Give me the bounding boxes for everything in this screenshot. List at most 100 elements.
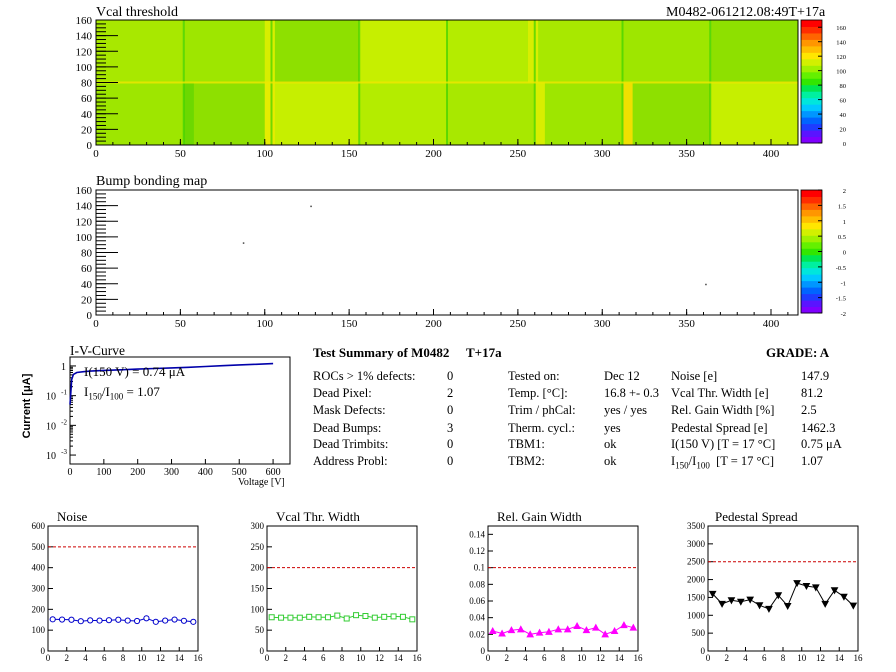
gain-width-y-tick-label: 0.12 <box>469 546 485 556</box>
scale-tick-label: 140 <box>836 40 846 47</box>
pedestal-point <box>849 602 858 610</box>
color-scale-band <box>801 202 822 210</box>
noise-point <box>115 616 122 623</box>
pedestal-point <box>774 592 783 600</box>
pedestal-chart: 0 2 4 6 8 10 12 14 16 0 500 1000 1500 2000 2500 3000 350… <box>687 521 863 663</box>
gain-width-point <box>507 626 516 634</box>
gain-width-x-tick-label: 8 <box>561 653 566 663</box>
noise-point <box>162 617 169 624</box>
noise-x-tick-label: 16 <box>194 653 204 663</box>
y-tick-label: 60 <box>81 263 93 275</box>
pedestal-y-tick-label: 3000 <box>687 539 706 549</box>
summary-mid-label: Therm. cycl.: <box>508 421 575 435</box>
gain-width-series-line <box>492 624 634 635</box>
vcal-edge-column <box>622 82 633 145</box>
gain-width-x-tick-label: 0 <box>486 653 491 663</box>
iv-title: I-V-Curve <box>70 343 125 358</box>
vcal-roc-tile <box>447 82 535 145</box>
y-tick-label: 40 <box>81 109 93 121</box>
gain-width-point <box>563 625 572 633</box>
summary-left-label: Dead Bumps: <box>313 421 382 435</box>
pedestal-point <box>727 597 736 605</box>
vcal-edge-column <box>264 82 275 145</box>
vcal-width-chart-title: Vcal Thr. Width <box>276 509 360 524</box>
summary-left-label: Address Probl: <box>313 454 388 468</box>
summary-left-label: Dead Trimbits: <box>313 437 389 451</box>
summary-right-value: 147.9 <box>801 369 830 383</box>
vcal-roc-tile <box>183 20 272 83</box>
pedestal-x-tick-label: 6 <box>762 653 767 663</box>
gain-width-x-tick-label: 16 <box>634 653 644 663</box>
noise-y-tick-label: 100 <box>32 625 46 635</box>
scale-tick-label: 80 <box>840 83 847 90</box>
noise-x-tick-label: 2 <box>65 653 70 663</box>
pedestal-series-line <box>712 582 854 610</box>
vcal-edge-column <box>183 82 194 145</box>
scale-tick-label: 60 <box>840 98 847 105</box>
summary-title: Test Summary of M0482 <box>313 345 450 360</box>
summary-mid-value: ok <box>604 454 617 468</box>
color-scale-band <box>801 293 822 301</box>
color-scale-band <box>801 300 822 308</box>
noise-y-tick-label: 0 <box>41 646 46 656</box>
x-tick-label: 0 <box>93 148 99 160</box>
summary-right-value: 1.07 <box>801 454 823 468</box>
gain-width-point <box>488 626 497 634</box>
noise-point <box>87 617 94 624</box>
pedestal-point <box>755 602 764 610</box>
gain-width-point <box>516 625 525 633</box>
summary-left-value: 0 <box>447 403 454 417</box>
gain-width-point <box>554 625 563 633</box>
vcal-threshold-map: 0 50 100 150 200 250 300 350 4000204060801001201… <box>76 15 847 160</box>
gain-width-y-tick-label: 0.06 <box>469 596 485 606</box>
color-scale-band <box>801 71 822 79</box>
y-tick-label: 0 <box>87 310 93 322</box>
summary-right-value: 81.2 <box>801 386 823 400</box>
color-scale-band <box>801 222 822 230</box>
gain-width-point <box>610 626 619 634</box>
gain-width-chart-title: Rel. Gain Width <box>497 509 582 524</box>
gain-width-y-tick-label: 0.02 <box>469 629 485 639</box>
noise-series-line <box>52 617 194 623</box>
pedestal-y-tick-label: 1500 <box>687 592 706 602</box>
gain-width-y-tick-label: 0.14 <box>469 529 485 539</box>
gain-width-y-tick-label: 0 <box>481 646 486 656</box>
iv-ratio-sub2: 100 <box>109 391 124 402</box>
gain-width-chart: 0 2 4 6 8 10 12 14 16 0 0.02 0.04 0.06 0.08 0.1 0.12 0.1… <box>469 525 644 663</box>
x-tick-label: 0 <box>93 318 99 330</box>
summary-mid-value: yes / yes <box>604 403 648 417</box>
vcal-edge-column <box>528 20 539 83</box>
noise-point <box>180 617 188 624</box>
vcal-width-x-tick-label: 12 <box>375 653 384 663</box>
scale-tick-label: 40 <box>840 112 847 119</box>
y-tick-label: 100 <box>76 232 93 244</box>
gain-width-y-tick-label: 0.04 <box>469 613 485 623</box>
iv-x-tick-label: 0 <box>68 467 73 478</box>
vcal-width-x-tick-label: 10 <box>356 653 366 663</box>
x-tick-label: 200 <box>425 148 442 160</box>
bump-bonding-map: 0 50 100 150 200 250 300 350 4000204060801001201… <box>76 185 847 330</box>
gain-width-point <box>526 630 535 638</box>
y-tick-label: 100 <box>76 62 93 74</box>
y-tick-label: 140 <box>76 31 93 43</box>
noise-x-tick-label: 12 <box>156 653 165 663</box>
iv-ratio-sub1: 150 <box>88 391 102 402</box>
iv-x-tick-label: 100 <box>96 467 111 478</box>
iv-ratio-value: = 1.07 <box>123 384 160 399</box>
x-tick-label: 250 <box>510 318 527 330</box>
gain-width-point <box>629 623 638 631</box>
vcal-width-point <box>371 614 378 621</box>
summary-temp-tag: T+17a <box>466 345 502 360</box>
gain-width-point <box>498 629 506 637</box>
summary-right-value: 0.75 μA <box>801 437 842 451</box>
noise-y-tick-label: 500 <box>32 542 46 552</box>
gain-width-y-tick-label: 0.08 <box>469 579 485 589</box>
noise-y-tick-label: 600 <box>32 521 46 531</box>
gain-width-point <box>582 626 591 634</box>
scale-tick-label: -2 <box>841 311 846 318</box>
vcal-width-x-tick-label: 16 <box>413 653 423 663</box>
iv-y-tick-label: 1 <box>61 362 66 373</box>
vcal-width-x-tick-label: 2 <box>284 653 289 663</box>
scale-tick-label: 1 <box>843 219 846 226</box>
gain-width-point <box>591 623 600 631</box>
